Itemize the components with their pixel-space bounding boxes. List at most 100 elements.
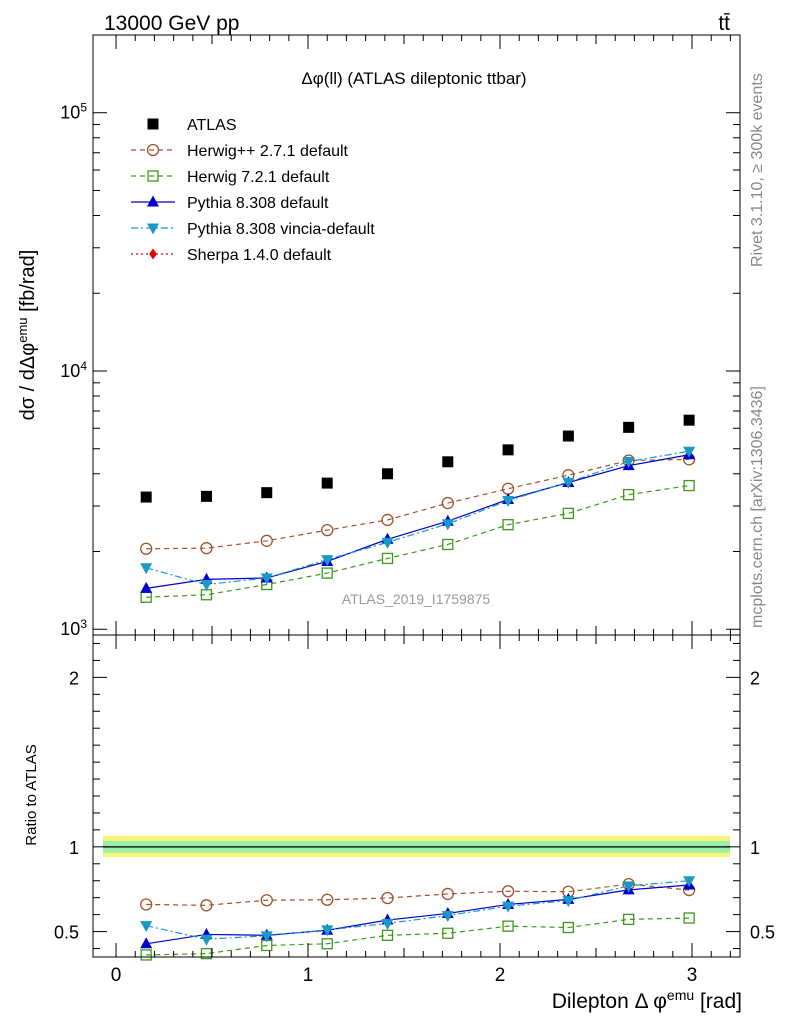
ratio-data-point bbox=[200, 934, 213, 946]
main-data-point bbox=[140, 491, 152, 503]
main-data-point bbox=[442, 456, 454, 468]
ratio-data-point bbox=[260, 894, 273, 907]
main-y-axis-label-text: dσ / dΔφemu [fb/rad] bbox=[15, 250, 40, 421]
x-tick-label: 2 bbox=[495, 965, 506, 986]
chart-title: Δφ(ll) (ATLAS dileptonic ttbar) bbox=[301, 69, 526, 88]
legend-entry-5: Sherpa 1.4.0 default bbox=[131, 247, 332, 264]
ratio-series-line bbox=[146, 880, 690, 940]
main-data-point bbox=[562, 507, 575, 520]
ratio-series-line bbox=[146, 917, 690, 956]
legend-entry-4: Pythia 8.308 vincia-default bbox=[131, 221, 375, 238]
ratio-data-point bbox=[441, 887, 454, 901]
x-axis-label: Dilepton Δ φemu [rad] bbox=[552, 987, 742, 1013]
ratio-series-1 bbox=[140, 912, 695, 961]
main-data-point bbox=[321, 477, 333, 489]
ratio-data-point bbox=[683, 876, 696, 888]
ratio-data-point bbox=[140, 898, 153, 911]
ratio-data-point bbox=[321, 938, 333, 950]
main-data-point bbox=[441, 519, 454, 531]
legend-marker bbox=[147, 223, 159, 235]
legend: ATLAS Herwig++ 2.7.1 default Herwig 7.2.1 … bbox=[131, 117, 375, 264]
ratio-y-tick-label-right: 2 bbox=[750, 668, 760, 688]
main-data-point bbox=[501, 482, 515, 495]
main-series-3 bbox=[140, 448, 696, 593]
legend-label: Pythia 8.308 default bbox=[187, 195, 329, 212]
ratio-y-axis-label: Ratio to ATLAS bbox=[23, 744, 40, 845]
ratio-data-point bbox=[200, 899, 213, 912]
ratio-y-tick-label: 2 bbox=[69, 668, 79, 688]
ratio-data-point bbox=[502, 901, 515, 913]
legend-marker bbox=[147, 170, 159, 182]
ratio-data-point bbox=[260, 931, 273, 943]
main-data-point bbox=[140, 542, 153, 555]
x-tick-label: 0 bbox=[111, 965, 122, 986]
ratio-data-point bbox=[562, 896, 575, 908]
main-series-0 bbox=[140, 414, 695, 503]
y-tick-label: 103 bbox=[60, 617, 87, 639]
main-data-point bbox=[321, 555, 334, 567]
legend-marker bbox=[147, 118, 159, 130]
legend-entry-2: Herwig 7.2.1 default bbox=[131, 169, 330, 186]
main-data-point bbox=[683, 414, 695, 426]
legend-label: Sherpa 1.4.0 default bbox=[187, 247, 332, 264]
main-data-point bbox=[442, 538, 454, 551]
main-data-point bbox=[140, 581, 153, 593]
ratio-series-line bbox=[146, 884, 690, 945]
ratio-y-tick-label-right: 0.5 bbox=[750, 923, 775, 943]
main-data-point bbox=[321, 523, 334, 537]
x-tick-label: 3 bbox=[687, 965, 698, 986]
ratio-uncertainty-band bbox=[103, 835, 730, 858]
legend-label: ATLAS bbox=[187, 117, 237, 134]
rivet-label: Rivet 3.1.10, ≥ 300k events bbox=[749, 73, 766, 267]
legend-entry-0: ATLAS bbox=[147, 117, 237, 134]
main-series-line bbox=[146, 450, 690, 586]
legend-entry-1: Herwig++ 2.7.1 default bbox=[131, 143, 349, 160]
legend-entry-3: Pythia 8.308 default bbox=[131, 195, 329, 212]
ratio-axis-ticks: 0.5 0.5 1 1 2 2 0 1 2 3 bbox=[54, 635, 775, 986]
y-tick-label: 104 bbox=[60, 359, 87, 381]
main-data-point bbox=[200, 580, 213, 592]
ratio-data-point bbox=[381, 929, 394, 941]
legend-label: Herwig++ 2.7.1 default bbox=[187, 143, 349, 160]
ratio-data-point bbox=[381, 918, 394, 930]
main-data-point bbox=[261, 487, 273, 499]
ratio-data-point bbox=[381, 891, 394, 905]
main-data-point bbox=[200, 490, 212, 502]
legend-marker bbox=[149, 248, 157, 260]
main-data-point bbox=[683, 446, 696, 458]
main-data-point bbox=[321, 567, 333, 579]
main-data-point bbox=[683, 479, 695, 492]
ratio-data-point bbox=[502, 920, 514, 932]
main-series-1 bbox=[140, 453, 696, 555]
main-data-point bbox=[381, 513, 394, 527]
main-series-2 bbox=[140, 479, 695, 603]
ratio-data-point bbox=[140, 921, 153, 933]
main-axis-ticks: 103 104 105 bbox=[60, 34, 740, 639]
ratio-panel: 0.5 0.5 1 1 2 2 0 1 2 3 Ratio to ATLAS Dilepton Δ… bbox=[23, 634, 775, 1013]
header-right-label: tt̄ bbox=[718, 12, 730, 35]
main-data-point bbox=[622, 457, 635, 469]
ratio-data-point bbox=[140, 949, 152, 961]
ratio-data-point bbox=[442, 927, 454, 939]
legend-marker bbox=[146, 143, 160, 157]
main-data-point bbox=[502, 444, 514, 456]
ratio-data-point bbox=[441, 910, 454, 922]
x-tick-label: 1 bbox=[303, 965, 314, 986]
main-data-point bbox=[260, 534, 273, 547]
main-data-point bbox=[622, 489, 635, 501]
ratio-series-3 bbox=[140, 876, 696, 946]
main-data-point bbox=[381, 537, 394, 549]
ratio-data-point bbox=[140, 937, 153, 949]
ratio-data-point bbox=[321, 893, 334, 906]
ratio-data-point bbox=[321, 925, 334, 937]
ratio-data-point bbox=[622, 881, 635, 893]
main-data-point bbox=[502, 496, 515, 508]
ratio-data-point bbox=[501, 885, 515, 898]
main-series-line bbox=[146, 484, 690, 598]
ratio-series-0 bbox=[140, 877, 696, 912]
ratio-y-tick-label: 1 bbox=[69, 838, 79, 858]
ratio-series-line bbox=[146, 883, 690, 906]
main-data-point bbox=[382, 468, 394, 480]
legend-label: Herwig 7.2.1 default bbox=[187, 169, 330, 186]
